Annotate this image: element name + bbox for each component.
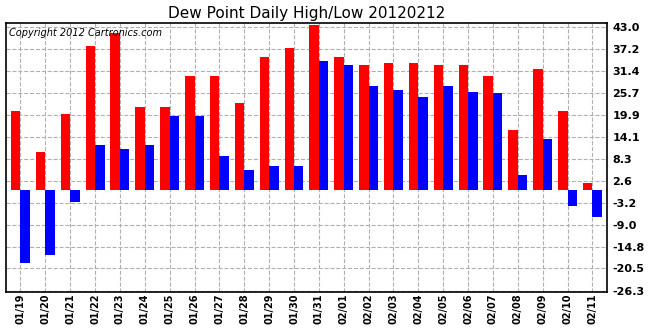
Bar [21, 190, 30, 263]
Bar [269, 166, 279, 190]
Bar [294, 166, 304, 190]
Bar [493, 93, 502, 190]
Bar [443, 86, 452, 190]
Bar [384, 63, 393, 190]
Bar [46, 190, 55, 255]
Bar [70, 190, 80, 202]
Bar [508, 130, 518, 190]
Bar [409, 63, 419, 190]
Bar [194, 116, 204, 190]
Bar [583, 183, 592, 190]
Bar [518, 175, 527, 190]
Bar [260, 57, 269, 190]
Bar [210, 76, 220, 190]
Bar [244, 170, 254, 190]
Bar [185, 76, 194, 190]
Bar [145, 145, 154, 190]
Bar [11, 111, 21, 190]
Bar [369, 86, 378, 190]
Bar [359, 65, 369, 190]
Bar [319, 61, 328, 190]
Bar [459, 65, 468, 190]
Title: Dew Point Daily High/Low 20120212: Dew Point Daily High/Low 20120212 [168, 6, 445, 20]
Bar [434, 65, 443, 190]
Bar [220, 156, 229, 190]
Bar [558, 111, 567, 190]
Bar [60, 115, 70, 190]
Text: Copyright 2012 Cartronics.com: Copyright 2012 Cartronics.com [8, 28, 162, 39]
Bar [419, 97, 428, 190]
Bar [86, 46, 95, 190]
Bar [468, 92, 478, 190]
Bar [592, 190, 602, 217]
Bar [344, 65, 353, 190]
Bar [309, 25, 319, 190]
Bar [95, 145, 105, 190]
Bar [533, 69, 543, 190]
Bar [135, 107, 145, 190]
Bar [567, 190, 577, 206]
Bar [120, 148, 129, 190]
Bar [111, 33, 120, 190]
Bar [543, 139, 552, 190]
Bar [170, 116, 179, 190]
Bar [36, 152, 46, 190]
Bar [393, 90, 403, 190]
Bar [285, 48, 294, 190]
Bar [484, 76, 493, 190]
Bar [334, 57, 344, 190]
Bar [161, 107, 170, 190]
Bar [235, 103, 244, 190]
